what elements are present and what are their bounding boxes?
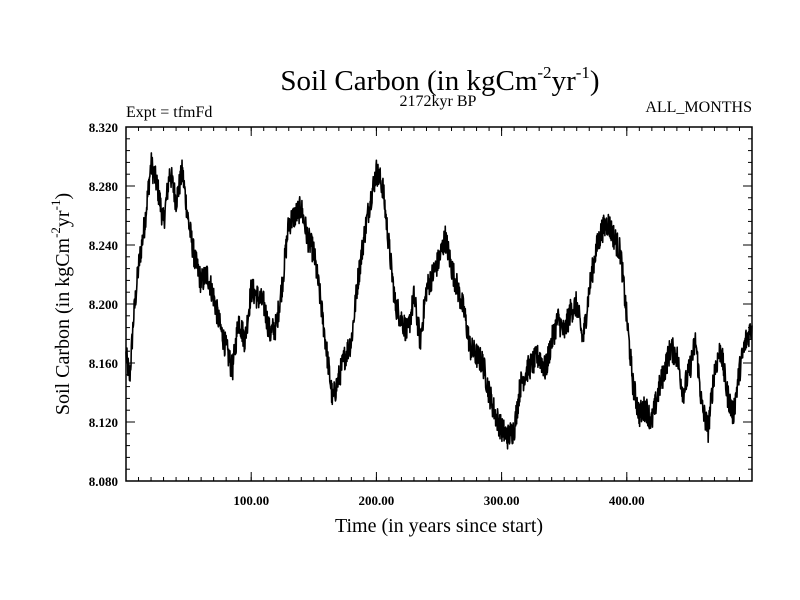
chart-title: Soil Carbon (in kgCm-2yr-1) xyxy=(280,63,599,97)
x-tick-labels: 100.00 200.00 300.00 400.00 xyxy=(233,493,644,508)
y-tick-label: 8.080 xyxy=(89,474,118,489)
y-tick-label: 8.240 xyxy=(89,238,118,253)
y-tick-label: 8.200 xyxy=(89,297,118,312)
series-line-soil-carbon xyxy=(125,152,753,450)
chart-subtitle: 2172kyr BP xyxy=(400,93,477,110)
y-tick-label: 8.280 xyxy=(89,179,118,194)
minor-ticks xyxy=(126,127,752,481)
experiment-label: Expt = tfmFd xyxy=(126,104,212,121)
x-tick-label: 400.00 xyxy=(609,493,645,508)
x-tick-label: 300.00 xyxy=(484,493,520,508)
x-tick-label: 100.00 xyxy=(233,493,269,508)
y-tick-labels: 8.080 8.120 8.160 8.200 8.240 8.280 8.320 xyxy=(89,120,118,489)
y-tick-label: 8.160 xyxy=(89,356,118,371)
y-tick-label: 8.320 xyxy=(89,120,118,135)
major-ticks xyxy=(126,126,752,482)
x-tick-label: 200.00 xyxy=(359,493,395,508)
x-axis-label: Time (in years since start) xyxy=(335,515,543,537)
plot-frame xyxy=(125,126,753,482)
months-label: ALL_MONTHS xyxy=(645,99,752,116)
y-axis-label: Soil Carbon (in kgCm-2yr-1) xyxy=(48,193,74,415)
y-tick-label: 8.120 xyxy=(89,415,118,430)
